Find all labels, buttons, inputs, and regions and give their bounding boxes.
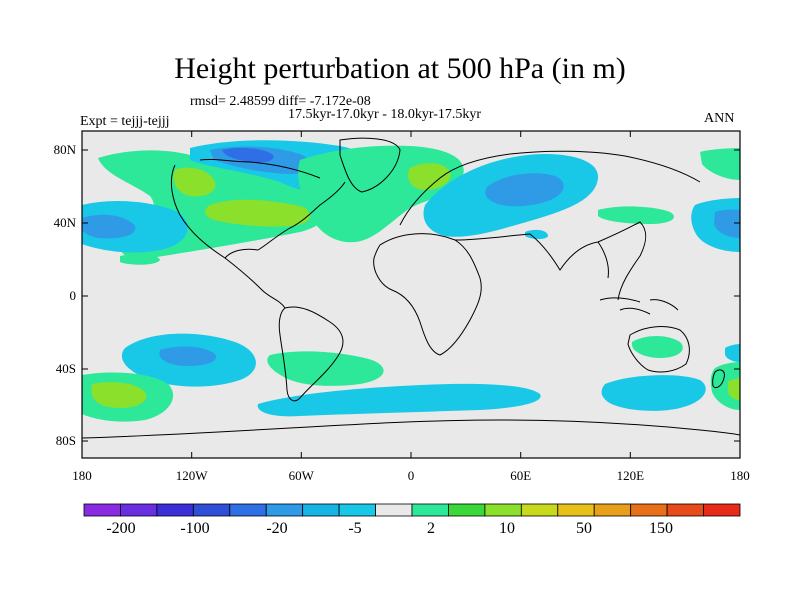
colorbar-swatch bbox=[448, 503, 486, 517]
contour-northeast-green bbox=[700, 148, 740, 180]
contour-south-pacific-core bbox=[159, 346, 216, 366]
coastline-antarctica bbox=[82, 419, 740, 439]
coastline-africa bbox=[373, 233, 482, 356]
colorbar-swatch bbox=[120, 503, 158, 517]
lat-label: 80S bbox=[56, 433, 76, 448]
colorbar-swatch bbox=[630, 503, 668, 517]
longitude-labels: 180 120W 60W 0 60E 120E 180 bbox=[72, 468, 750, 483]
latitude-labels: 80N 40N 0 40S 80S bbox=[54, 142, 77, 448]
longitude-ticks bbox=[81, 131, 741, 458]
colorbar-label: -5 bbox=[348, 520, 361, 537]
colorbar-swatch bbox=[156, 503, 194, 517]
contour-south-atlantic-green bbox=[267, 351, 384, 386]
colorbar-swatch bbox=[411, 503, 449, 517]
lon-label: 180 bbox=[72, 468, 92, 483]
colorbar-label: 150 bbox=[649, 520, 673, 537]
contour-north-america-lightgreen bbox=[173, 167, 216, 197]
lon-label: 60E bbox=[510, 468, 531, 483]
colorbar-swatch bbox=[484, 503, 522, 517]
colorbar-swatch bbox=[703, 503, 741, 517]
colorbar-label: 10 bbox=[499, 520, 515, 537]
contour-southern-ocean-blue bbox=[257, 383, 541, 417]
colorbar-swatch bbox=[375, 503, 413, 517]
contour-west-pacific-core bbox=[82, 214, 136, 239]
contour-great-lakes-lightgreen bbox=[205, 199, 311, 227]
contour-southeast-lightgreen bbox=[728, 378, 740, 400]
coastline-eurasia bbox=[399, 150, 701, 301]
contour-field bbox=[82, 140, 740, 422]
stats-line: rmsd= 2.48599 diff= -7.172e-08 bbox=[190, 94, 371, 109]
colorbar bbox=[83, 503, 741, 517]
colorbar-swatch bbox=[666, 503, 704, 517]
coastline-new-zealand bbox=[712, 369, 725, 389]
coastlines bbox=[82, 137, 740, 439]
coastline-australia bbox=[627, 326, 690, 373]
coastline-south-america bbox=[278, 306, 344, 402]
lat-label: 40S bbox=[56, 361, 76, 376]
colorbar-labels: -200 -100 -20 -5 2 10 50 150 bbox=[106, 520, 673, 537]
contour-southwest-pacific-lightgreen bbox=[91, 382, 147, 408]
contour-indian-ocean-blue bbox=[601, 375, 706, 411]
latitude-ticks bbox=[82, 149, 740, 442]
colorbar-swatch bbox=[265, 503, 304, 517]
contour-southeast-green bbox=[710, 362, 740, 410]
colorbar-label: -20 bbox=[266, 520, 287, 537]
contour-siberia-core bbox=[485, 173, 564, 207]
colorbar-swatch bbox=[338, 503, 376, 517]
lat-label: 0 bbox=[70, 288, 77, 303]
colorbar-swatch bbox=[557, 503, 595, 517]
colorbar-swatch bbox=[229, 503, 267, 517]
coastline-north-america bbox=[170, 158, 346, 309]
lat-label: 80N bbox=[54, 142, 77, 157]
chart-title: Height perturbation at 500 hPa (in m) bbox=[174, 52, 626, 85]
colorbar-swatch bbox=[520, 503, 559, 517]
contour-east-asia-green bbox=[598, 206, 674, 224]
season-label: ANN bbox=[704, 111, 735, 126]
colorbar-label: -100 bbox=[180, 520, 209, 537]
lon-label: 180 bbox=[730, 468, 750, 483]
colorbar-swatch bbox=[593, 503, 632, 517]
lon-label: 120E bbox=[617, 468, 645, 483]
period-line: 17.5kyr-17.0kyr - 18.0kyr-17.5kyr bbox=[288, 107, 482, 122]
experiment-label: Expt = tejjj-tejjj bbox=[80, 114, 170, 129]
contour-caspian-blue bbox=[525, 229, 548, 239]
colorbar-swatch bbox=[192, 503, 231, 517]
lon-label: 120W bbox=[176, 468, 209, 483]
contour-north-pacific-east-core bbox=[714, 209, 740, 238]
contour-arctic-canada-deep bbox=[222, 147, 274, 163]
lat-label: 40N bbox=[54, 215, 77, 230]
lon-label: 0 bbox=[408, 468, 415, 483]
coastline-greenland bbox=[339, 137, 401, 193]
colorbar-label: -200 bbox=[106, 520, 135, 537]
colorbar-swatch bbox=[83, 503, 121, 517]
contour-pacific-small-green bbox=[120, 253, 160, 265]
colorbar-label: 2 bbox=[427, 520, 435, 537]
lon-label: 60W bbox=[289, 468, 315, 483]
contour-australia-green bbox=[631, 336, 683, 358]
colorbar-swatch bbox=[302, 503, 340, 517]
contour-southeast-blue bbox=[725, 344, 740, 362]
contour-europe-lightgreen bbox=[407, 163, 451, 190]
colorbar-label: 50 bbox=[576, 520, 592, 537]
coastline-southeast-asia bbox=[599, 297, 679, 315]
